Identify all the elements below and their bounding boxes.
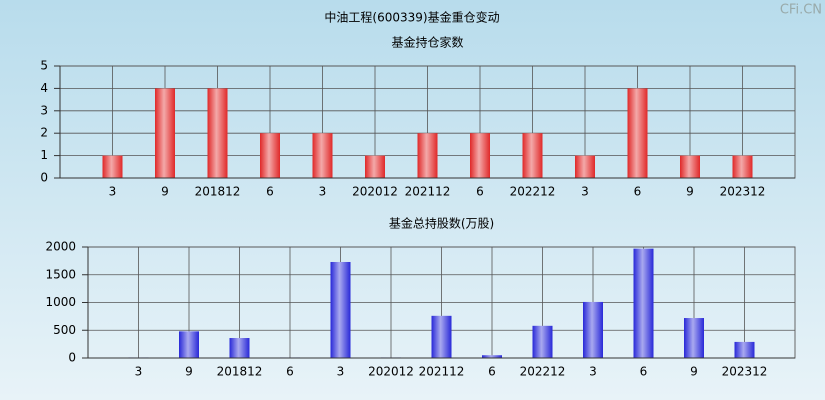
bar (312, 133, 333, 178)
x-tick-label: 3 (319, 185, 327, 199)
x-tick-label: 202112 (405, 185, 451, 199)
bar (680, 155, 700, 178)
x-tick-label: 3 (337, 365, 345, 379)
y-tick-label: 1000 (45, 295, 76, 309)
bar (522, 133, 543, 178)
x-tick-label: 3 (135, 365, 143, 379)
bar (532, 325, 553, 358)
bar (155, 88, 175, 178)
x-tick-label: 202012 (368, 365, 414, 379)
chart-title: 基金持仓家数 (391, 35, 463, 50)
bar (330, 261, 351, 358)
bar (734, 341, 755, 358)
bar (470, 133, 490, 178)
x-tick-label: 202312 (720, 185, 766, 199)
y-tick-label: 1500 (45, 267, 76, 281)
y-tick-label: 4 (40, 81, 48, 95)
bar (732, 155, 753, 178)
x-tick-label: 3 (581, 185, 589, 199)
x-tick-label: 6 (488, 365, 496, 379)
y-tick-label: 0 (68, 351, 76, 365)
bar (417, 133, 438, 178)
x-tick-label: 6 (476, 185, 484, 199)
page-title: 中油工程(600339)基金重仓变动 (324, 10, 499, 25)
y-tick-label: 0 (40, 171, 48, 185)
x-tick-label: 9 (686, 185, 694, 199)
x-tick-label: 202312 (722, 365, 768, 379)
y-tick-label: 2 (40, 126, 48, 140)
x-tick-label: 6 (634, 185, 642, 199)
y-tick-label: 2000 (45, 240, 76, 254)
x-tick-label: 3 (109, 185, 117, 199)
x-tick-label: 201812 (217, 365, 263, 379)
bar (102, 155, 123, 178)
x-tick-label: 202012 (352, 185, 398, 199)
y-tick-label: 3 (40, 103, 48, 117)
x-tick-label: 6 (286, 365, 294, 379)
x-tick-label: 202212 (520, 365, 566, 379)
x-tick-label: 9 (690, 365, 698, 379)
y-tick-label: 500 (53, 323, 76, 337)
bar (482, 355, 502, 358)
bar (684, 318, 704, 358)
bar (365, 155, 385, 178)
x-tick-label: 201812 (195, 185, 241, 199)
bar (583, 301, 603, 358)
bar (229, 338, 250, 358)
bar (260, 133, 280, 178)
x-tick-label: 9 (185, 365, 193, 379)
bar (633, 248, 654, 358)
bar (179, 331, 199, 358)
bar (627, 88, 648, 178)
x-tick-label: 3 (589, 365, 597, 379)
x-tick-label: 6 (266, 185, 274, 199)
bar (431, 315, 452, 358)
bar (575, 155, 595, 178)
x-tick-label: 202212 (510, 185, 556, 199)
x-tick-label: 9 (161, 185, 169, 199)
x-tick-label: 6 (640, 365, 648, 379)
x-tick-label: 202112 (419, 365, 465, 379)
y-tick-label: 5 (40, 59, 48, 73)
watermark: CFi.CN (780, 3, 822, 18)
y-tick-label: 1 (40, 148, 48, 162)
bar (207, 88, 228, 178)
chart-title: 基金总持股数(万股) (389, 216, 494, 231)
